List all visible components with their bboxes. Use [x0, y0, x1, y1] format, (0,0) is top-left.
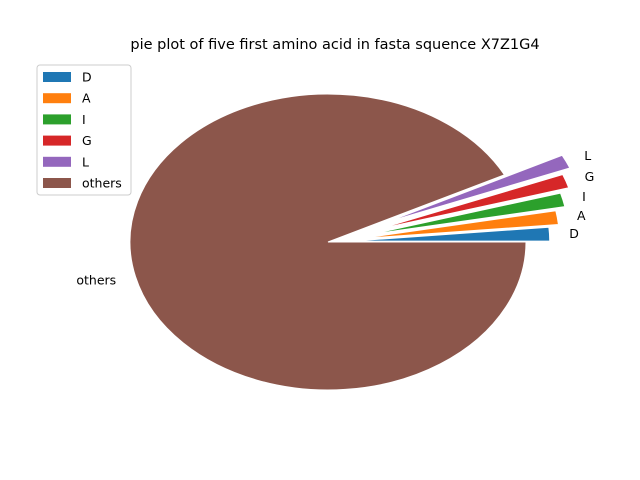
slice-label-D: D [569, 226, 579, 241]
legend-label-D: D [82, 70, 92, 85]
pie-slice-I [370, 192, 566, 235]
pie-slices [129, 93, 571, 391]
slice-label-others: others [76, 273, 116, 288]
pie-slice-others [129, 93, 527, 391]
pie-slice-L [385, 154, 571, 223]
slice-label-I: I [582, 189, 586, 204]
chart-title: pie plot of five first amino acid in fas… [130, 37, 539, 53]
pie-slice-D [351, 226, 551, 242]
legend-label-I: I [82, 112, 86, 127]
slice-label-G: G [585, 169, 595, 184]
slice-label-L: L [584, 148, 591, 163]
legend-swatch-others [43, 178, 71, 188]
pie-slice-G [378, 173, 570, 230]
legend-swatch-I [43, 114, 71, 125]
legend-swatch-A [43, 93, 71, 104]
slice-label-A: A [577, 208, 586, 223]
legend-swatch-G [43, 135, 71, 146]
legend-label-others: others [82, 176, 122, 191]
pie-slice-A [361, 210, 560, 239]
legend-swatch-D [43, 72, 71, 82]
legend-swatch-L [43, 156, 71, 167]
legend-label-A: A [82, 91, 91, 106]
legend-label-G: G [82, 133, 92, 148]
legend-label-L: L [82, 154, 89, 169]
